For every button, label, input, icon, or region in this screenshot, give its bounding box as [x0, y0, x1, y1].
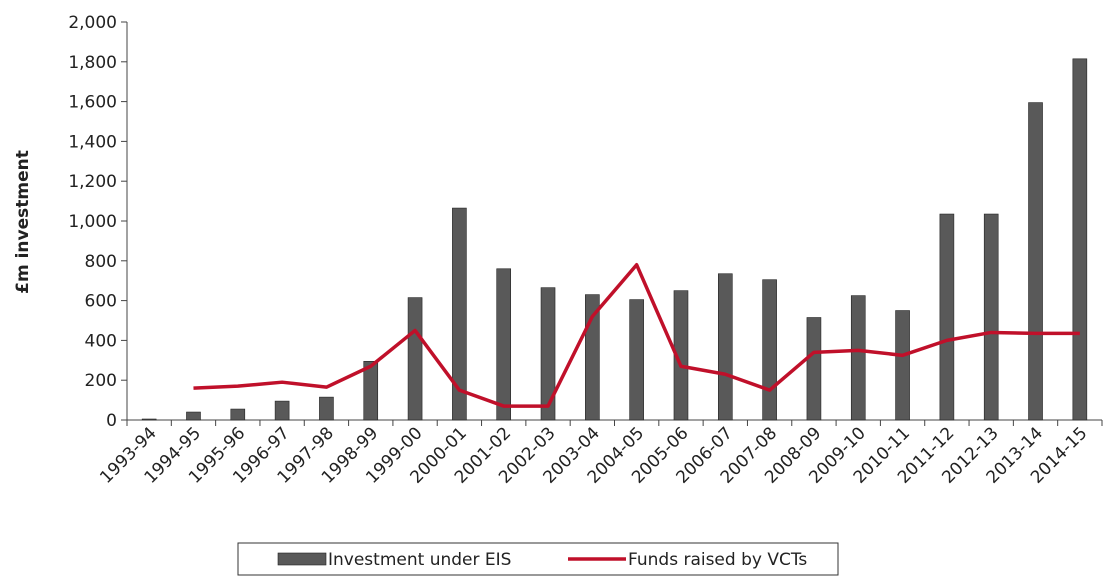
bar [762, 279, 777, 421]
bar [452, 207, 467, 421]
y-tick-label: 1,200 [68, 172, 117, 192]
legend-label: Investment under EIS [328, 550, 511, 570]
bar [629, 299, 644, 421]
bar [939, 213, 955, 421]
legend-box [237, 542, 839, 576]
y-tick-label: 1,600 [68, 93, 117, 113]
bar [983, 213, 999, 421]
y-tick-label: 1,000 [68, 212, 117, 232]
bar [274, 400, 290, 421]
y-tick-label: 400 [85, 331, 117, 351]
bar [407, 297, 423, 421]
y-tick-label: 600 [85, 292, 117, 312]
bar [319, 396, 334, 421]
bar [540, 287, 556, 421]
bar [717, 273, 733, 421]
legend-swatch [277, 552, 327, 566]
bar [895, 310, 910, 421]
bar [363, 360, 379, 421]
y-tick-label: 800 [85, 252, 117, 272]
y-tick-label: 2,000 [68, 13, 117, 33]
bar [1072, 58, 1088, 421]
bar [673, 290, 689, 421]
y-tick-label: 1,400 [68, 132, 117, 152]
bar [141, 418, 157, 421]
y-axis-label: £m investment [13, 150, 33, 294]
bar [496, 268, 512, 421]
y-tick-label: 1,800 [68, 53, 117, 73]
y-tick-label: 0 [106, 411, 117, 431]
bar [186, 411, 201, 421]
bar [850, 295, 866, 421]
legend-label: Funds raised by VCTs [628, 550, 807, 570]
y-tick-label: 200 [85, 371, 117, 391]
bar [230, 408, 246, 421]
bar [806, 317, 822, 421]
line [193, 263, 1080, 408]
bar [1028, 102, 1043, 421]
